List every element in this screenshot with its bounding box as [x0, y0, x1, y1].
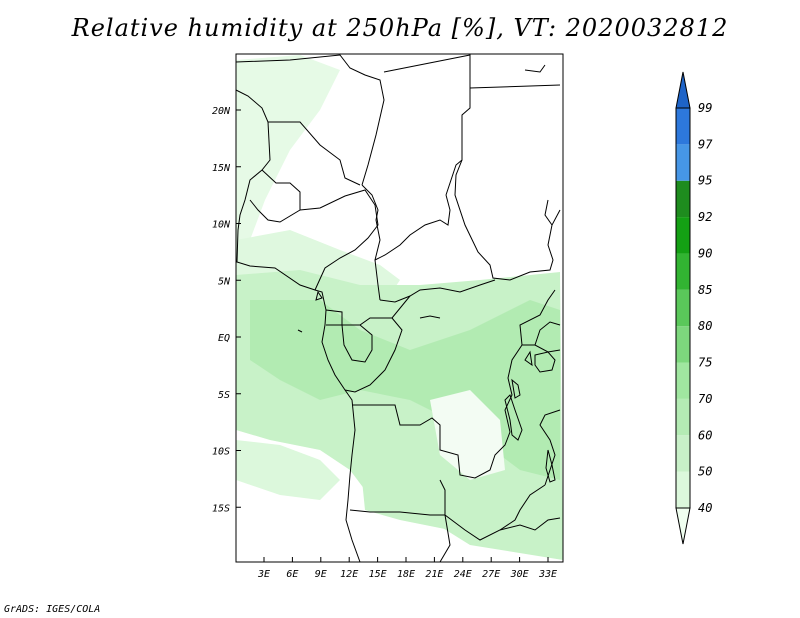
- colorbar-label: 70: [698, 392, 712, 406]
- lake-volta-small: [297, 290, 441, 333]
- colorbar-triangle-low: [675, 507, 691, 545]
- lake-victoria: [534, 351, 556, 373]
- lon-tick-label: 9E: [315, 569, 327, 580]
- colorbar-label: 50: [698, 465, 712, 479]
- coastline-west: [235, 89, 361, 563]
- lon-tick-label: 3E: [257, 569, 270, 580]
- longitude-axis: 3E 6E 9E 12E 15E 18E 21E 24E 27E 30E 33E: [257, 557, 557, 580]
- lon-tick-label: 27E: [482, 569, 500, 580]
- lat-tick-label: 5S: [218, 390, 230, 401]
- border-tanzania-moz: [539, 409, 561, 486]
- dry-patch-east: [430, 390, 505, 480]
- border-gabon: [326, 324, 373, 363]
- lake-albert-kivu: [511, 350, 533, 399]
- colorbar-segment: [676, 471, 690, 508]
- colorbar-segment: [676, 398, 690, 436]
- border-libya-niger: [383, 54, 471, 196]
- lat-tick-label: 10S: [212, 447, 230, 458]
- border-niger-chad: [361, 184, 381, 301]
- border-south-africa: [439, 514, 451, 563]
- colorbar-segment: [676, 144, 690, 181]
- lon-tick-label: 24E: [454, 569, 472, 580]
- river-nile: [524, 64, 553, 226]
- colorbar-label: 75: [698, 356, 712, 370]
- lat-tick-label: EQ: [218, 333, 230, 344]
- border-zimbabwe: [499, 517, 561, 531]
- colorbar-outline: [675, 107, 691, 509]
- colorbar-segment: [676, 362, 690, 399]
- colorbar-triangle-high: [675, 71, 691, 109]
- colorbar-label: 40: [698, 501, 712, 515]
- border-chad-sudan: [374, 194, 451, 261]
- border-angola-namibia: [349, 509, 445, 516]
- lat-tick-label: 20N: [212, 106, 231, 117]
- lat-tick-label: 5N: [218, 276, 231, 287]
- dry-patch-southwest: [236, 500, 352, 562]
- border-sudan-east: [454, 159, 561, 281]
- lake-tanganyika: [504, 394, 523, 441]
- border-congo-drc: [344, 317, 403, 393]
- border-libya-egypt: [469, 84, 561, 89]
- border-car: [379, 279, 496, 303]
- humidity-field-south: [360, 450, 540, 545]
- colorbar-segment: [676, 108, 690, 145]
- country-borders: [235, 54, 561, 563]
- border-east-lakes: [522, 321, 561, 353]
- lon-tick-label: 6E: [286, 569, 298, 580]
- lon-tick-label: 30E: [510, 569, 529, 580]
- lake-malawi: [545, 449, 556, 483]
- border-nigeria: [299, 189, 379, 291]
- colorbar-label: 90: [698, 246, 712, 260]
- lat-tick-label: 10N: [212, 220, 231, 231]
- lat-tick-label: 15S: [212, 503, 230, 514]
- border-drc-south: [352, 289, 556, 479]
- colorbar-segment: [676, 289, 690, 327]
- map-title: Relative humidity at 250hPa [%], VT: 202…: [71, 14, 729, 42]
- lat-tick-label: 15N: [212, 163, 231, 174]
- colorbar-label: 85: [698, 283, 712, 297]
- lon-tick-label: 18E: [397, 569, 415, 580]
- lon-tick-label: 21E: [425, 569, 443, 580]
- humidity-field-north-sahel: [236, 55, 340, 240]
- colorbar-segment: [676, 435, 690, 472]
- colorbar-segment: [676, 180, 690, 218]
- colorbar: 40 50 60 70 75 80 85 90 92 95 97 99: [675, 71, 713, 545]
- colorbar-segment: [676, 217, 690, 254]
- border-mali-niger: [268, 121, 361, 186]
- humidity-field-southwest-band: [236, 440, 340, 500]
- lon-tick-label: 15E: [369, 569, 387, 580]
- colorbar-label: 97: [698, 137, 713, 151]
- latitude-axis: 20N 15N 10N 5N EQ 5S 10S 15S: [212, 106, 241, 514]
- lon-tick-label: 12E: [340, 569, 358, 580]
- border-algeria-mali: [235, 54, 385, 186]
- map-frame: [235, 53, 564, 563]
- humidity-shading: [236, 55, 563, 562]
- colorbar-label: 95: [698, 174, 712, 188]
- lon-tick-label: 33E: [538, 569, 557, 580]
- colorbar-label: 92: [698, 210, 712, 224]
- colorbar-label: 80: [698, 319, 712, 333]
- colorbar-label: 99: [698, 101, 712, 115]
- border-zambia: [439, 479, 546, 541]
- colorbar-segment: [676, 326, 690, 363]
- colorbar-segment: [676, 253, 690, 290]
- credit-text: GrADS: IGES/COLA: [4, 604, 101, 615]
- colorbar-label: 60: [698, 428, 712, 442]
